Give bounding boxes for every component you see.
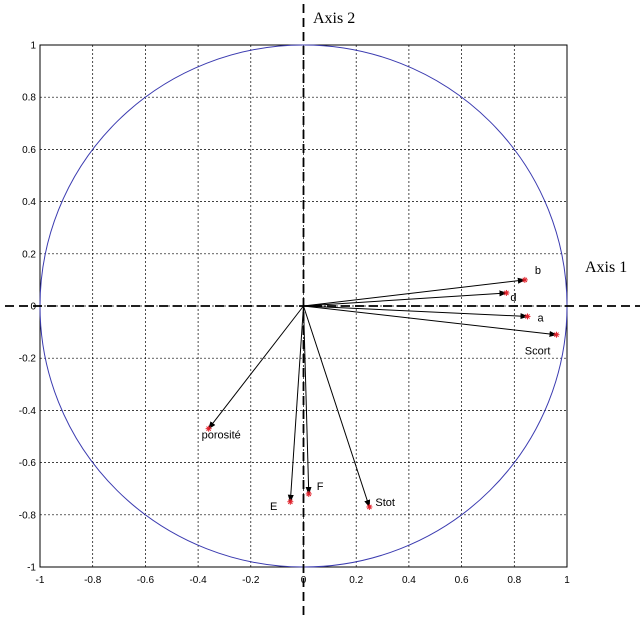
vector-point-porosit- [205,425,212,432]
x-tick-label: 1 [564,575,570,586]
x-tick-label: 0 [301,575,307,586]
principal-axes [5,4,640,618]
vector-arrow-d [303,290,508,307]
vector-arrow-porosit- [208,305,304,430]
vector-point-scort [553,331,560,338]
y-tick-label: 0.8 [22,93,36,104]
x-tick-label: -0.6 [137,575,155,586]
vector-point-f [305,490,312,497]
vector-arrow-scort [303,305,558,337]
vector-label-e: E [270,501,277,513]
y-tick-label: 0.6 [22,145,36,156]
x-tick-labels: -1 -0.8 -0.6 -0.4 -0.2 0 0.2 0.4 0.6 0.8 1 [36,575,571,586]
vector-label-porosit-: porosité [202,430,241,442]
vector-label-scort: Scort [525,346,551,358]
vector-arrow-b [303,277,526,307]
y-tick-label: -0.4 [19,406,37,417]
y-tick-label: -0.2 [19,354,37,365]
y-tick-label: -0.6 [19,458,37,469]
x-tick-label: -0.4 [189,575,207,586]
vector-arrow-a [303,305,529,320]
vector-label-stot: Stot [375,497,395,509]
vector-arrow-e [287,305,304,503]
vector-arrow-f [303,305,312,495]
x-tick-label: 0.2 [349,575,363,586]
vector-point-b [521,276,528,283]
vector-point-e [287,498,294,505]
vector-point-stot [366,503,373,510]
y-tick-label: 0.4 [22,197,36,208]
vector-label-a: a [537,312,544,324]
x-tick-label: 0.6 [455,575,469,586]
x-tick-label: 0.8 [507,575,521,586]
y-tick-label: 0 [30,302,36,313]
y-tick-label: -0.8 [19,510,37,521]
x-tick-label: 0.4 [402,575,416,586]
vector-point-a [524,313,531,320]
vector-arrow-stot [303,305,371,508]
vector-point-d [503,289,510,296]
y-tick-label: 0.2 [22,249,36,260]
vector-label-b: b [535,265,541,277]
vector-label-f: F [317,481,324,493]
vector-label-d: d [510,292,516,304]
axis-2-title: Axis 2 [313,10,355,27]
x-tick-label: -0.2 [242,575,260,586]
x-tick-label: -0.8 [84,575,102,586]
axis-1-title: Axis 1 [585,259,627,276]
x-tick-label: -1 [36,575,45,586]
y-tick-label: -1 [27,563,36,574]
y-tick-label: 1 [30,41,36,52]
y-tick-labels: 1 0.8 0.6 0.4 0.2 0 -0.2 -0.4 -0.6 -0.8 -1 [19,41,37,574]
variable-vectors: b d a Scort porosité E F Stot [202,265,560,513]
